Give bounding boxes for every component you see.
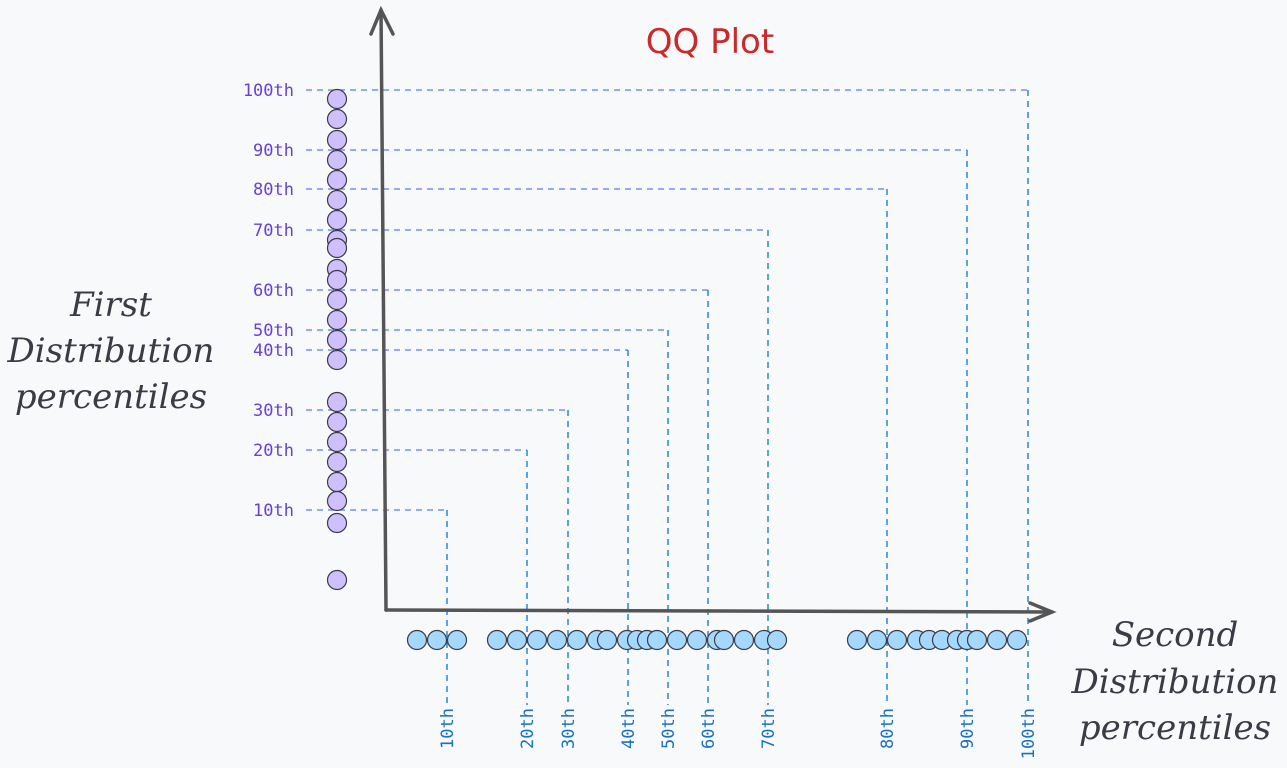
y-axis-title-line-1: First	[69, 285, 152, 325]
y-axis-title-line-3: percentiles	[15, 377, 207, 417]
first-distribution-dot	[326, 209, 348, 231]
second-percentile-label: 30th	[559, 708, 579, 749]
second-distribution-dot	[486, 629, 508, 651]
axes	[369, 5, 1057, 623]
first-distribution-dot	[326, 569, 348, 591]
first-distribution-dot	[326, 269, 348, 291]
second-distribution-dot	[733, 629, 755, 651]
second-distribution-dot	[966, 629, 988, 651]
second-distribution-dot	[986, 629, 1008, 651]
first-distribution-dot	[326, 108, 348, 130]
second-percentile-label: 10th	[438, 708, 458, 749]
y-axis-line	[379, 8, 388, 612]
first-distribution-dots	[326, 88, 348, 591]
second-percentile-label: 80th	[878, 708, 898, 749]
x-axis-title-line-3: percentiles	[1079, 708, 1271, 748]
x-axis-arrowhead	[1028, 601, 1057, 623]
first-distribution-dot	[326, 431, 348, 453]
second-distribution-dot	[1006, 629, 1028, 651]
second-distribution-dot	[546, 629, 568, 651]
first-percentile-label: 30th	[253, 401, 294, 421]
plot-title: QQ Plot	[646, 22, 774, 62]
second-distribution-dots	[406, 629, 1028, 651]
second-percentile-label: 70th	[759, 708, 779, 749]
x-axis-title-line-1: Second	[1112, 615, 1239, 655]
first-distribution-dot	[326, 237, 348, 259]
first-percentile-label: 50th	[253, 321, 294, 341]
x-axis-line	[384, 608, 1054, 614]
second-distribution-dot	[766, 629, 788, 651]
first-percentile-label: 80th	[253, 180, 294, 200]
first-percentile-label: 100th	[243, 81, 294, 101]
second-distribution-dot	[886, 629, 908, 651]
second-distribution-dot	[686, 629, 708, 651]
second-percentile-label: 60th	[699, 708, 719, 749]
second-percentile-label: 100th	[1019, 708, 1039, 759]
first-distribution-dot	[326, 471, 348, 493]
first-distribution-dot	[326, 149, 348, 171]
second-distribution-dot	[406, 629, 428, 651]
second-percentile-label: 50th	[659, 708, 679, 749]
first-distribution-dot	[326, 88, 348, 110]
first-percentile-label: 90th	[253, 141, 294, 161]
second-distribution-dot	[846, 629, 868, 651]
second-distribution-dot	[566, 629, 588, 651]
first-distribution-dot	[326, 411, 348, 433]
second-distribution-dot	[866, 629, 888, 651]
x-axis-title: Second Distribution percentiles	[1071, 615, 1279, 748]
first-distribution-dot	[326, 169, 348, 191]
first-distribution-dot	[326, 391, 348, 413]
y-axis-arrowhead	[369, 5, 395, 36]
second-distribution-dot	[646, 629, 668, 651]
second-distribution-dot	[596, 629, 618, 651]
y-axis-title: First Distribution percentiles	[7, 285, 215, 417]
first-distribution-dot	[326, 129, 348, 151]
first-distribution-dot	[326, 451, 348, 473]
second-distribution-dot	[426, 629, 448, 651]
first-distribution-dot	[326, 490, 348, 512]
second-percentile-labels: 10th 20th 30th 40th 50th 60th 70th 80th 90th 100t…	[438, 708, 1039, 759]
second-percentile-label: 20th	[518, 708, 538, 749]
first-percentile-label: 40th	[253, 341, 294, 361]
second-distribution-dot	[666, 629, 688, 651]
first-distribution-dot	[326, 309, 348, 331]
first-distribution-dot	[326, 289, 348, 311]
first-percentile-label: 20th	[253, 441, 294, 461]
second-distribution-dot	[526, 629, 548, 651]
x-axis-title-line-2: Distribution	[1071, 662, 1279, 702]
second-percentile-label: 40th	[619, 708, 639, 749]
y-axis-title-line-2: Distribution	[7, 331, 215, 371]
first-percentile-label: 70th	[253, 221, 294, 241]
first-distribution-dot	[326, 329, 348, 351]
second-distribution-dot	[506, 629, 528, 651]
second-percentile-label: 90th	[958, 708, 978, 749]
first-distribution-dot	[326, 512, 348, 534]
second-distribution-dot	[713, 629, 735, 651]
second-distribution-dot	[446, 629, 468, 651]
first-distribution-dot	[326, 349, 348, 371]
first-percentile-label: 10th	[253, 501, 294, 521]
first-percentile-label: 60th	[253, 281, 294, 301]
first-distribution-dot	[326, 189, 348, 211]
